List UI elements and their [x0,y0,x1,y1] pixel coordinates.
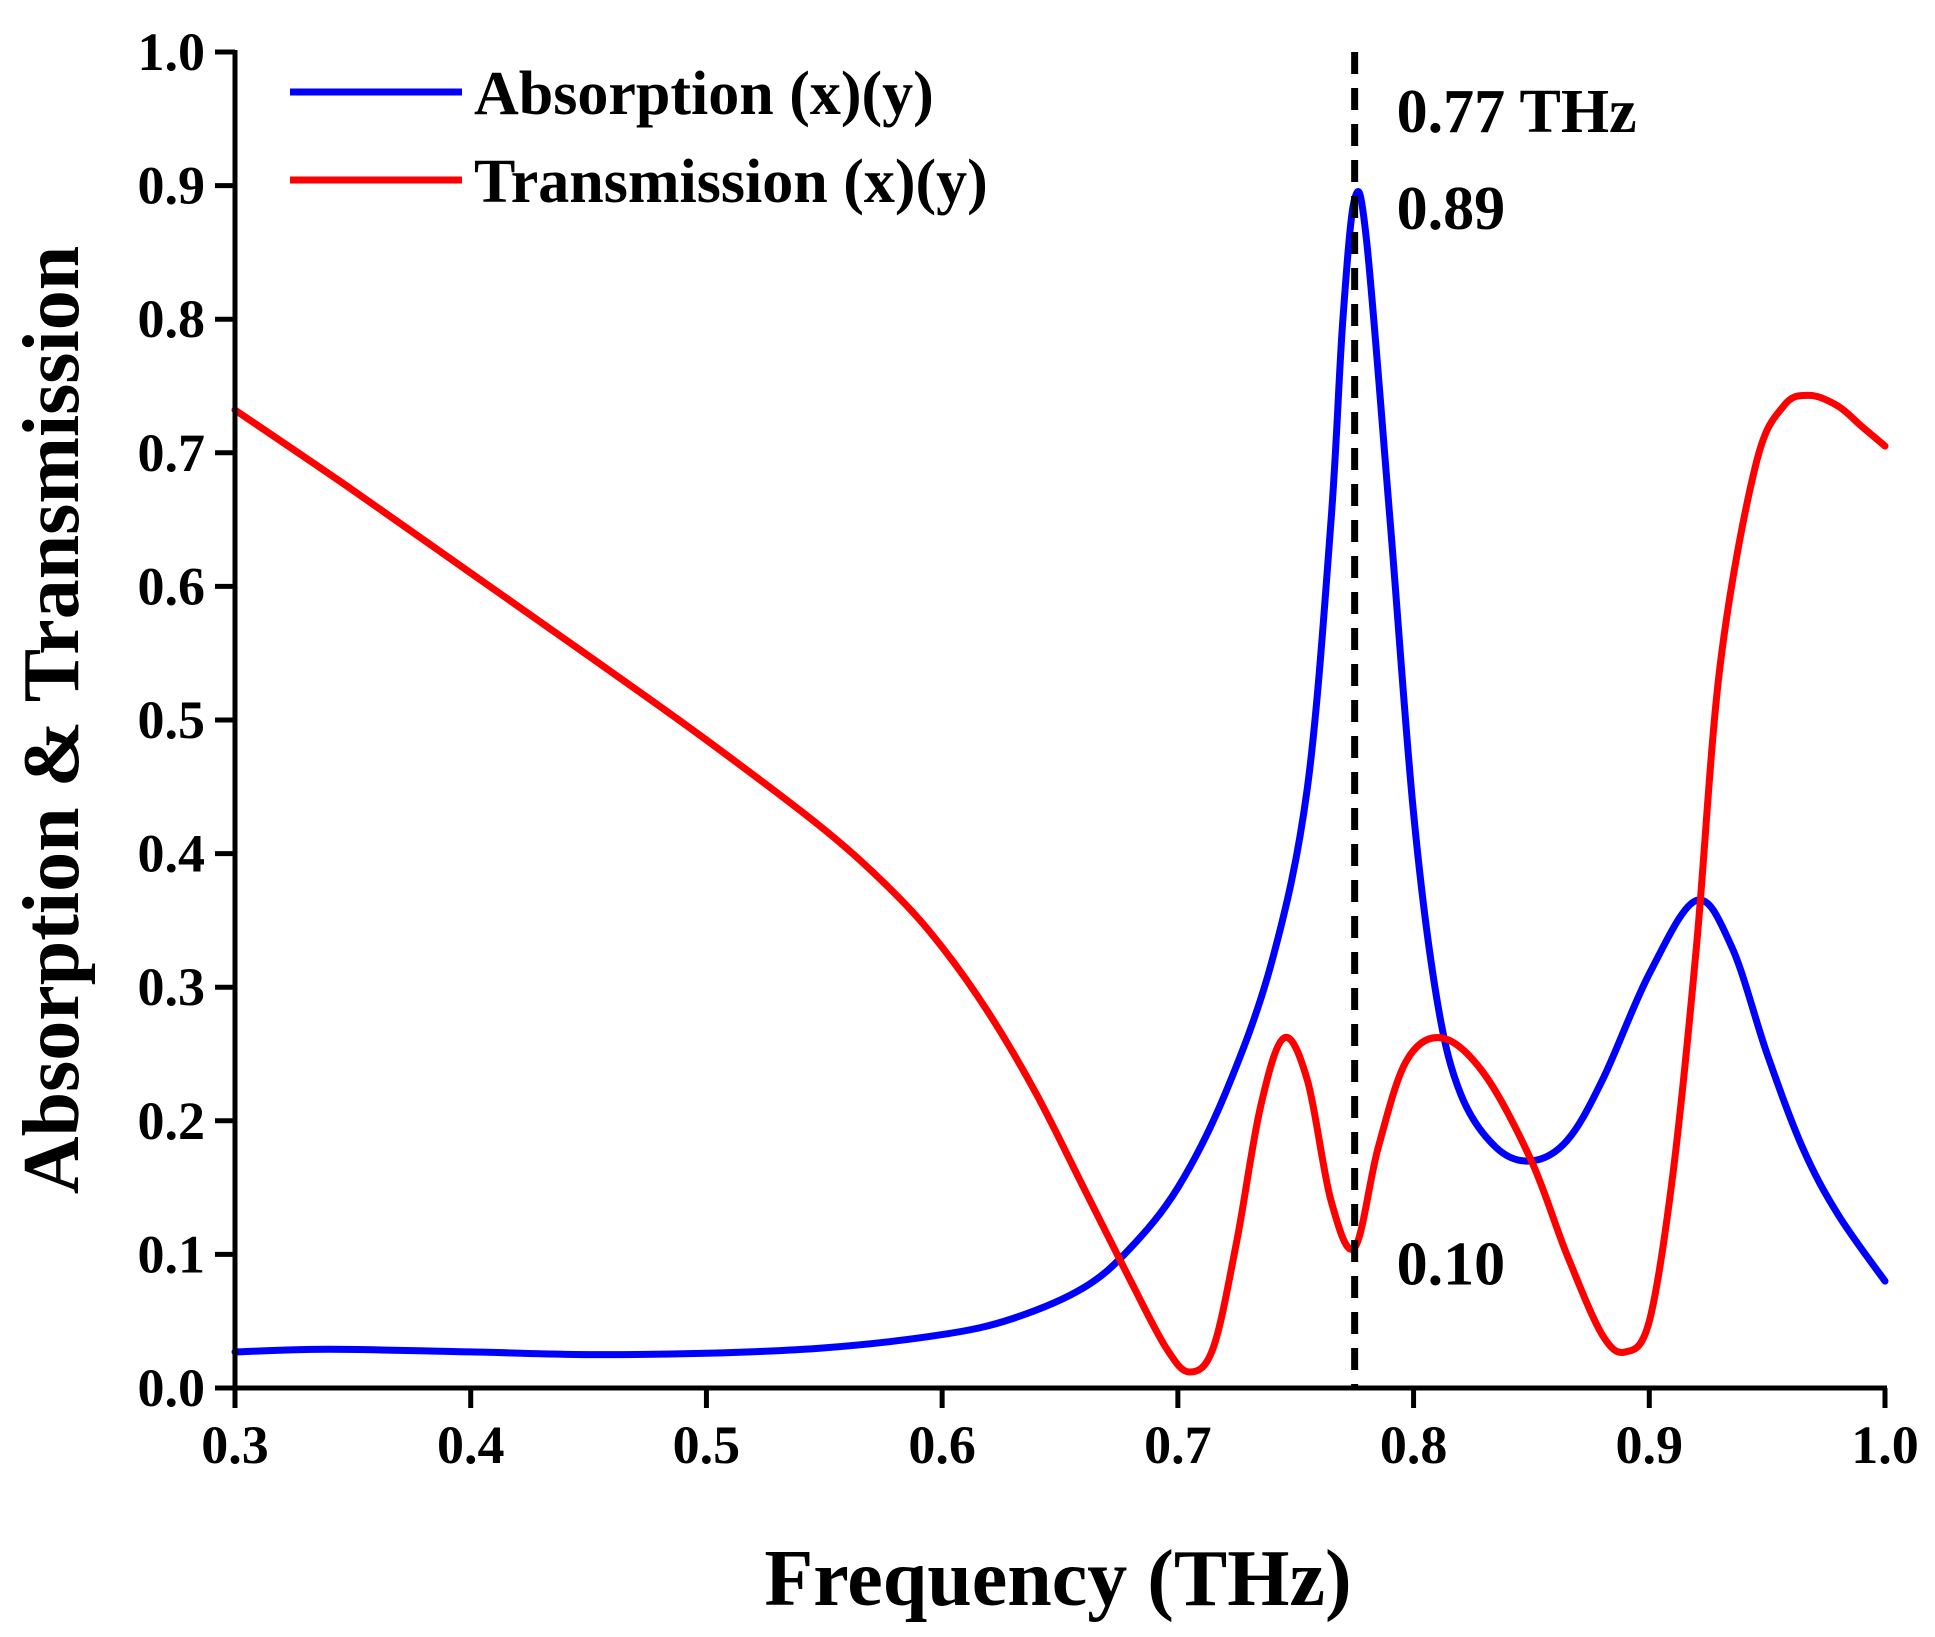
y-tick-label: 0.7 [138,423,206,483]
x-tick-label: 0.7 [1144,1415,1212,1475]
x-tick-label: 1.0 [1851,1415,1919,1475]
y-tick-label: 1.0 [138,22,206,82]
y-tick-label: 0.4 [138,824,206,884]
annotations: 0.77 THz 0.89 0.10 [1397,78,1637,1298]
annotation-transmission-dip: 0.10 [1397,1230,1506,1298]
x-tick-label: 0.6 [908,1415,976,1475]
y-tick-label: 0.8 [138,289,206,349]
annotation-frequency: 0.77 THz [1397,78,1637,146]
y-tick-label: 0.3 [138,957,206,1017]
legend: Absorption (x)(y) Transmission (x)(y) [290,60,988,216]
y-tick-label: 0.9 [138,156,206,216]
legend-label-absorption: Absorption (x)(y) [474,60,934,128]
x-tick-label: 0.5 [673,1415,741,1475]
plot-marks [231,52,1889,1388]
x-tick-label: 0.9 [1616,1415,1684,1475]
y-tick-label: 0.5 [138,690,206,750]
x-tick-label: 0.8 [1380,1415,1448,1475]
series-line-transmission [231,391,1889,1376]
axes: 0.3 0.4 0.5 0.6 0.7 0.8 0.9 1.0 0.0 0.1 0.2 0.3 0.4 0… [138,22,1919,1475]
y-tick-label: 0.0 [138,1358,206,1418]
y-tick-label: 0.1 [138,1224,206,1284]
y-tick-label: 0.2 [138,1091,206,1151]
series-line-absorption [231,188,1889,1359]
y-axis-title: Absorption & Transmission [8,246,96,1194]
annotation-absorption-peak: 0.89 [1397,175,1506,243]
y-tick-label: 0.6 [138,556,206,616]
x-axis-title: Frequency (THz) [764,1535,1351,1623]
x-tick-label: 0.4 [437,1415,505,1475]
legend-label-transmission: Transmission (x)(y) [474,148,988,216]
x-tick-label: 0.3 [201,1415,269,1475]
